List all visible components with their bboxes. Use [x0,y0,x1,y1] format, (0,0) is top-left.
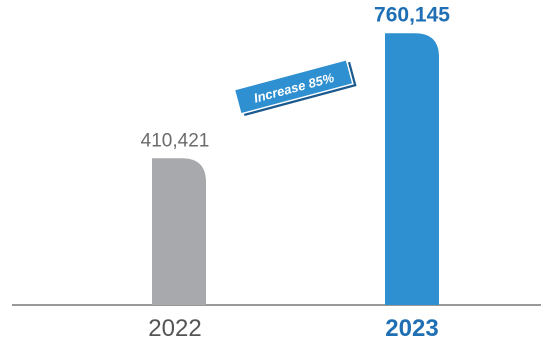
badge-background [233,58,354,115]
value-label-2022: 410,421 [141,130,210,151]
bar-2022 [152,158,206,305]
category-label-2022: 2022 [148,315,201,342]
value-label-2023: 760,145 [374,3,450,26]
increase-badge: Increase 85% [233,58,357,117]
bar-2023 [385,33,439,305]
category-label-2023: 2023 [385,315,438,342]
